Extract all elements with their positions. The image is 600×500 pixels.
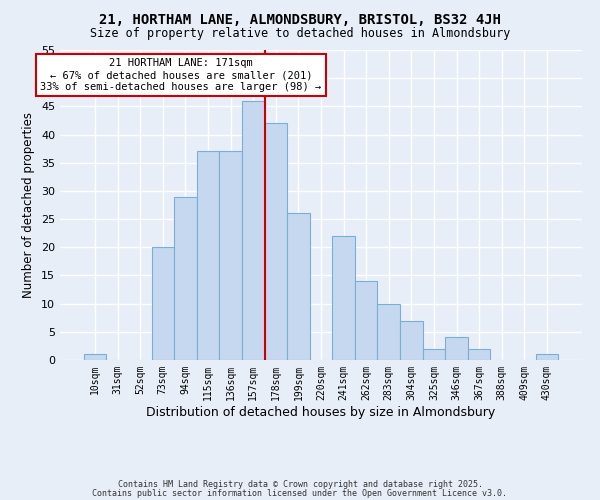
Text: 21, HORTHAM LANE, ALMONDSBURY, BRISTOL, BS32 4JH: 21, HORTHAM LANE, ALMONDSBURY, BRISTOL, … — [99, 12, 501, 26]
Text: 21 HORTHAM LANE: 171sqm
← 67% of detached houses are smaller (201)
33% of semi-d: 21 HORTHAM LANE: 171sqm ← 67% of detache… — [40, 58, 322, 92]
Text: Contains public sector information licensed under the Open Government Licence v3: Contains public sector information licen… — [92, 488, 508, 498]
Bar — [197, 152, 220, 360]
Bar — [287, 214, 310, 360]
Bar — [174, 196, 197, 360]
Bar — [242, 100, 265, 360]
Y-axis label: Number of detached properties: Number of detached properties — [22, 112, 35, 298]
Bar — [377, 304, 400, 360]
Text: Contains HM Land Registry data © Crown copyright and database right 2025.: Contains HM Land Registry data © Crown c… — [118, 480, 482, 489]
Bar — [332, 236, 355, 360]
Bar — [536, 354, 558, 360]
Bar — [468, 348, 490, 360]
Bar — [400, 320, 422, 360]
Bar — [445, 338, 468, 360]
X-axis label: Distribution of detached houses by size in Almondsbury: Distribution of detached houses by size … — [146, 406, 496, 418]
Bar — [84, 354, 106, 360]
Bar — [265, 124, 287, 360]
Bar — [355, 281, 377, 360]
Bar — [422, 348, 445, 360]
Text: Size of property relative to detached houses in Almondsbury: Size of property relative to detached ho… — [90, 28, 510, 40]
Bar — [220, 152, 242, 360]
Bar — [152, 248, 174, 360]
